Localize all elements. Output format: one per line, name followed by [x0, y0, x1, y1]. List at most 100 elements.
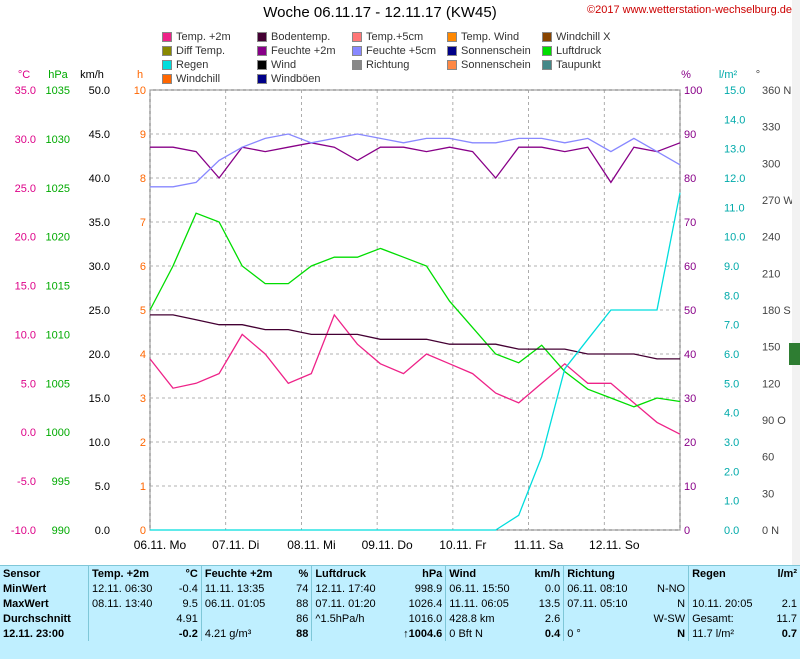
stats-row-min: MinWert 12.11. 06:30 -0.4 11.11. 13:35 7… [0, 581, 800, 596]
direction-axis-tick: 270 W [762, 195, 794, 207]
pressure-unit: hPa [48, 69, 68, 81]
legend-swatch [542, 46, 552, 56]
sun-axis-tick: 9 [140, 129, 146, 141]
rain-axis-tick: 13.0 [724, 144, 745, 156]
col-press: Luftdruck [311, 566, 392, 581]
series-line [150, 133, 681, 188]
col-sensor: Sensor [3, 567, 41, 580]
press-time: ^1.5hPa/h [311, 611, 392, 626]
sun-axis-tick: 10 [134, 85, 146, 97]
pressure-axis-tick: 1030 [46, 134, 70, 146]
humidity-axis-tick: 0 [684, 525, 690, 537]
stats-row-avg: Durchschnitt 4.91 86 ^1.5hPa/h 1016.0 42… [0, 611, 800, 626]
humidity-axis-tick: 80 [684, 173, 696, 185]
legend-item: Feuchte +2m [257, 45, 336, 57]
sun-axis-tick: 2 [140, 437, 146, 449]
row-label: MinWert [3, 582, 47, 595]
wind-unit: km/h [80, 69, 104, 81]
pressure-axis-tick: 1025 [46, 183, 70, 195]
rain-time: Gesamt: [688, 611, 769, 626]
dir-time [563, 611, 644, 626]
wind-axis-tick: 40.0 [89, 173, 110, 185]
wind-axis-tick: 0.0 [95, 525, 110, 537]
current-time: 12.11. 23:00 [3, 627, 65, 640]
wind-value: 2.6 [544, 612, 561, 625]
series-line [149, 212, 681, 408]
dir-value: N [677, 597, 686, 610]
current-press: ↑1004.6 [403, 627, 443, 640]
legend-label: Temp. Wind [461, 31, 520, 43]
current-wind: 0.4 [544, 627, 561, 640]
pressure-axis-tick: 1020 [46, 232, 70, 244]
rain-value [768, 581, 800, 596]
sun-axis-tick: 3 [140, 393, 146, 405]
col-temp-unit: °C [185, 567, 198, 580]
copyright-link[interactable]: ©2017 www.wetterstation-wechselburg.de [587, 4, 792, 16]
humidity-axis-tick: 70 [684, 217, 696, 229]
legend-label: Taupunkt [556, 59, 601, 71]
temp-axis-tick: 15.0 [15, 281, 36, 293]
col-dir: Richtung [563, 566, 644, 581]
direction-axis-tick: 30 [762, 488, 774, 500]
legend-item: Richtung [352, 59, 409, 71]
col-rain: Regen [688, 566, 769, 581]
col-temp: Temp. +2m [88, 566, 169, 581]
legend-item: Wind [257, 59, 296, 71]
hum-time [200, 611, 290, 626]
rain-axis-tick: 11.0 [724, 202, 745, 214]
legend-label: Regen [176, 59, 209, 71]
direction-axis-tick: 360 N [762, 85, 791, 97]
current-beaufort: 0 Bft N [445, 626, 526, 641]
legend-label: Temp.+5cm [366, 31, 424, 43]
side-panel-tab[interactable] [789, 343, 800, 365]
legend-label: Feuchte +2m [271, 45, 336, 57]
rain-axis-tick: 7.0 [724, 320, 739, 332]
legend-swatch [162, 46, 172, 56]
temp-axis-tick: -10.0 [11, 525, 36, 537]
row-label: Durchschnitt [3, 612, 71, 625]
press-value: 998.9 [414, 582, 443, 595]
current-hum: 88 [296, 627, 309, 640]
wind-time: 11.11. 06:05 [445, 596, 526, 611]
legend-label: Windchill X [556, 31, 611, 43]
legend-item: Regen [162, 59, 208, 71]
pressure-axis-tick: 1010 [46, 329, 70, 341]
temp-time [88, 611, 169, 626]
chart-panel: Woche 06.11.17 - 12.11.17 (KW45) ©2017 w… [11, 0, 800, 565]
sun-axis-tick: 7 [140, 217, 146, 229]
col-press-unit: hPa [422, 567, 443, 580]
current-rain: 0.7 [781, 627, 797, 640]
temp-time: 12.11. 06:30 [88, 581, 169, 596]
rain-axis-tick: 5.0 [724, 378, 739, 390]
dir-value: W-SW [653, 612, 686, 625]
wind-time: 06.11. 15:50 [445, 581, 526, 596]
press-value: 1026.4 [408, 597, 443, 610]
legend-label: Temp. +2m [176, 31, 231, 43]
legend-swatch [257, 32, 267, 42]
direction-axis-tick: 0 N [762, 525, 779, 537]
direction-axis-tick: 240 [762, 232, 780, 244]
legend-swatch [162, 60, 172, 70]
legend-swatch [352, 32, 362, 42]
wind-axis-tick: 25.0 [89, 305, 110, 317]
x-tick-label: 12.11. So [589, 538, 640, 552]
col-wind-unit: km/h [534, 567, 561, 580]
series-line [150, 314, 680, 360]
pressure-axis-tick: 1015 [46, 281, 70, 293]
current-abs-hum: 4.21 g/m³ [200, 626, 290, 641]
temp-unit: °C [18, 69, 30, 81]
legend-swatch [447, 32, 457, 42]
pressure-axis-tick: 995 [52, 476, 70, 488]
temp-axis-tick: 20.0 [15, 232, 36, 244]
legend-swatch [162, 32, 172, 42]
legend-swatch [162, 74, 172, 84]
humidity-axis-tick: 40 [684, 349, 696, 361]
direction-axis-tick: 300 [762, 158, 780, 170]
wind-axis-tick: 5.0 [95, 481, 110, 493]
rain-value: 2.1 [781, 597, 797, 610]
hum-time: 11.11. 13:35 [200, 581, 290, 596]
legend-swatch [352, 60, 362, 70]
legend-label: Windböen [271, 73, 321, 85]
humidity-axis-tick: 90 [684, 129, 696, 141]
series-line [150, 192, 681, 531]
